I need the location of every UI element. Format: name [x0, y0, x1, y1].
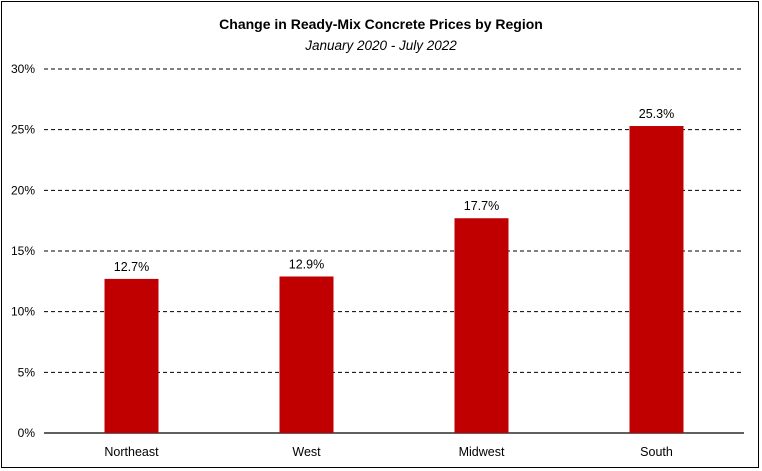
data-label: 12.7% [114, 260, 149, 274]
chart-title: Change in Ready-Mix Concrete Prices by R… [219, 16, 543, 32]
y-tick-label: 15% [11, 244, 35, 258]
x-category-label: South [640, 445, 673, 459]
bar-northeast [104, 278, 159, 433]
y-tick-label: 20% [11, 183, 35, 197]
chart-subtitle: January 2020 - July 2022 [304, 38, 457, 53]
data-labels: 12.7% 12.9% 17.7% 25.3% [114, 107, 674, 274]
x-axis-categories: Northeast West Midwest South [104, 445, 672, 459]
y-tick-label: 5% [18, 365, 36, 379]
bar-west [279, 276, 334, 433]
y-tick-label: 25% [11, 123, 35, 137]
y-tick-label: 30% [11, 62, 35, 76]
grid-lines [44, 68, 744, 434]
y-axis-ticks: 0% 5% 10% 15% 20% 25% 30% [11, 62, 35, 440]
y-tick-label: 0% [18, 426, 36, 440]
x-category-label: West [292, 445, 321, 459]
x-category-label: Northeast [104, 445, 159, 459]
bar-midwest [454, 218, 509, 433]
data-label: 12.9% [289, 257, 324, 271]
data-label: 25.3% [639, 107, 674, 121]
x-category-label: Midwest [459, 445, 505, 459]
bars [104, 126, 684, 433]
y-tick-label: 10% [11, 305, 35, 319]
bar-south [629, 126, 684, 433]
data-label: 17.7% [464, 199, 499, 213]
